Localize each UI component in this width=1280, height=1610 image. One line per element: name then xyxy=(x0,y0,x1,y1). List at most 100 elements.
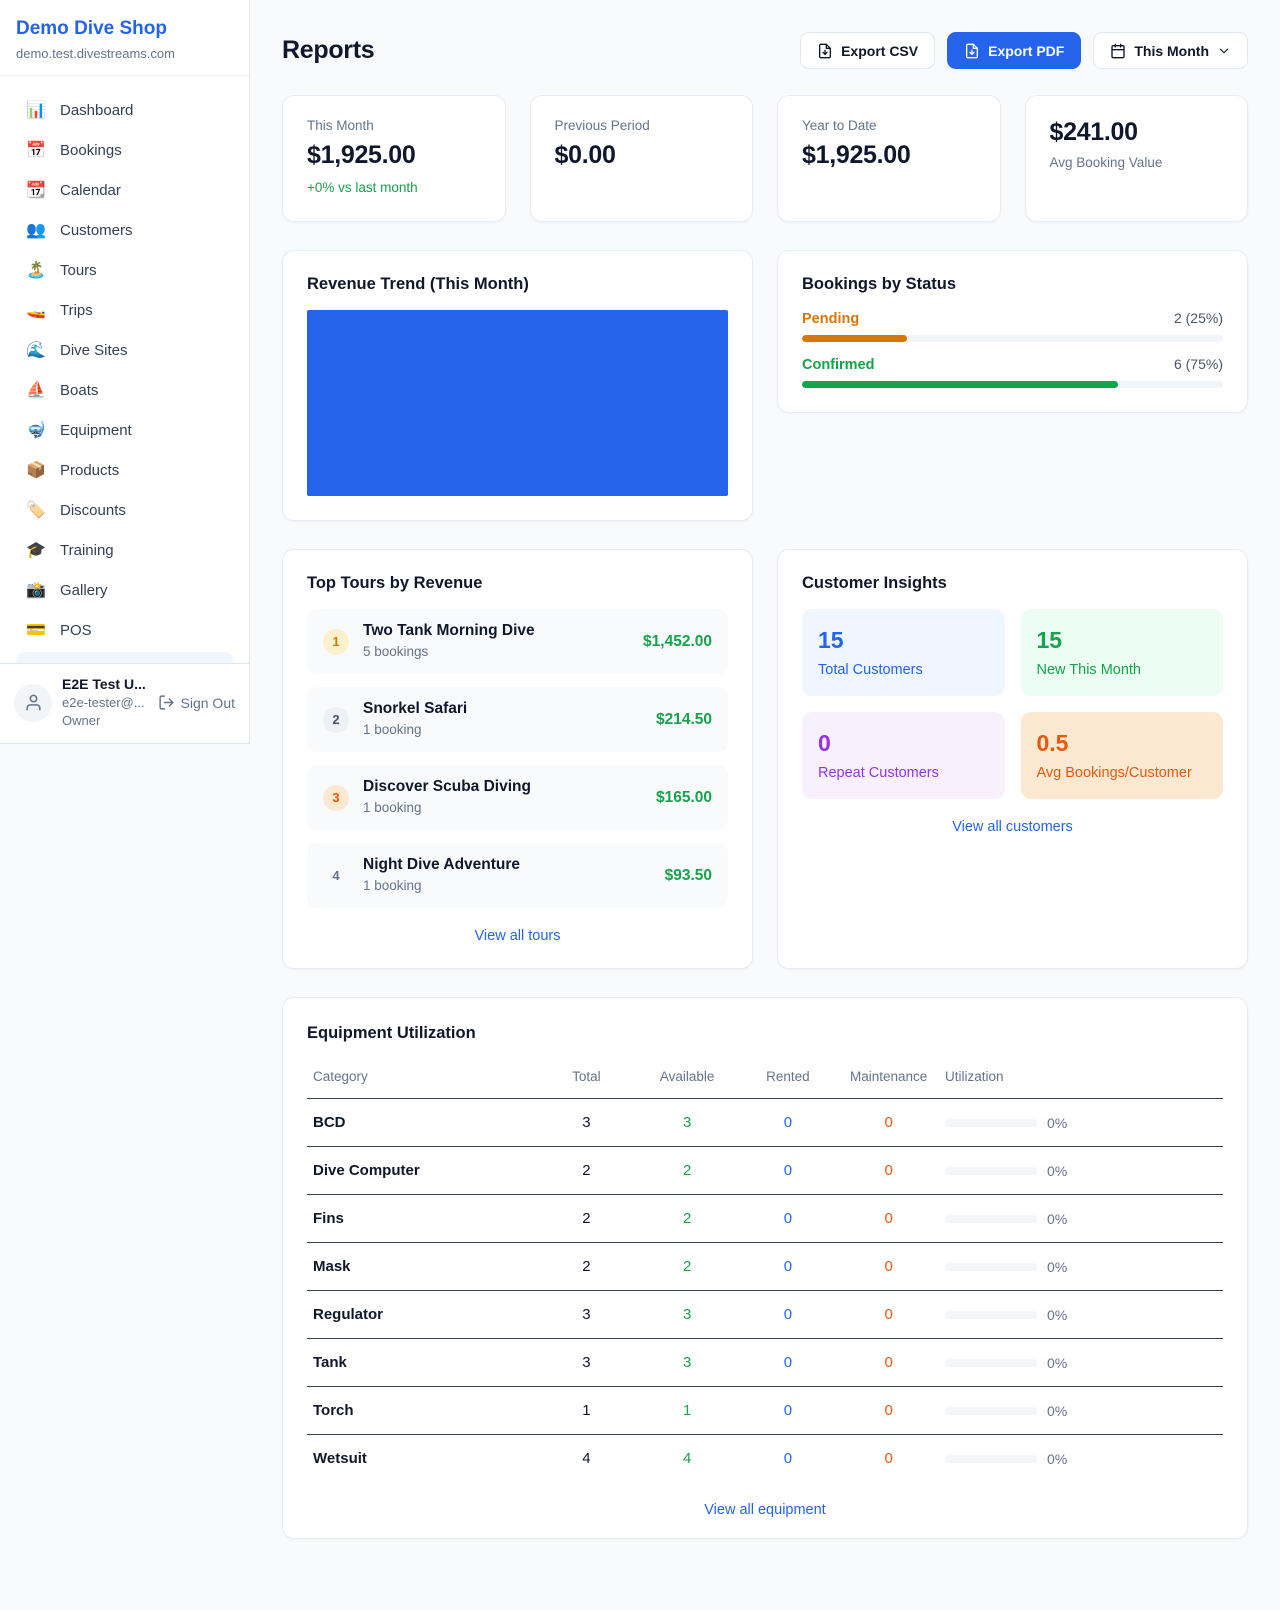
insight-label: Total Customers xyxy=(818,662,923,678)
utilization-pct: 0% xyxy=(1047,1306,1068,1323)
cell-utilization: 0% xyxy=(939,1290,1223,1339)
sidebar-item-trips[interactable]: 🚤 Trips xyxy=(8,290,241,330)
discounts-icon: 🏷️ xyxy=(26,502,46,519)
status-label: Pending xyxy=(802,311,860,327)
stat-label: Avg Booking Value xyxy=(1049,155,1163,170)
cell-utilization: 0% xyxy=(939,1386,1223,1435)
sidebar-item-label: Gallery xyxy=(60,581,108,599)
col-utilization: Utilization xyxy=(939,1059,1223,1099)
col-category: Category xyxy=(307,1059,536,1099)
sidebar-item-pos[interactable]: 💳 POS xyxy=(8,610,241,650)
cell-rented: 0 xyxy=(737,1338,839,1387)
user-icon xyxy=(25,694,41,711)
cell-maintenance: 0 xyxy=(838,1338,939,1387)
cell-total: 3 xyxy=(536,1098,637,1147)
stat-value: $1,925.00 xyxy=(307,141,416,169)
cell-total: 4 xyxy=(582,1450,591,1467)
sidebar-item-label: Products xyxy=(60,461,120,479)
sidebar-item-discounts[interactable]: 🏷️ Discounts xyxy=(8,490,241,530)
cell-utilization: 0% xyxy=(939,1338,1223,1387)
sidebar-item-gallery[interactable]: 📸 Gallery xyxy=(8,570,241,610)
sidebar-item-equipment[interactable]: 🤿 Equipment xyxy=(8,410,241,450)
stat-label: This Month xyxy=(307,118,374,133)
cell-utilization: 0% xyxy=(939,1242,1223,1291)
lists-row: Top Tours by Revenue 1 Two Tank Morning … xyxy=(282,549,1248,969)
cell-rented: 0 xyxy=(737,1194,839,1243)
table-row: Mask 2 2 0 0 0% xyxy=(307,1242,1223,1291)
insight-label: Repeat Customers xyxy=(818,765,939,781)
top-tours-title: Top Tours by Revenue xyxy=(307,574,483,592)
utilization-bar xyxy=(945,1118,1037,1127)
customers-icon: 👥 xyxy=(26,222,46,239)
stat-card-avg-booking-value: $241.00 Avg Booking Value xyxy=(1024,95,1248,222)
cell-category: Regulator xyxy=(307,1290,536,1339)
user-role: Owner xyxy=(62,712,101,728)
period-label: This Month xyxy=(1134,42,1209,59)
sidebar-item-reports-active-partial[interactable] xyxy=(16,652,233,663)
sidebar-item-bookings[interactable]: 📅 Bookings xyxy=(8,130,241,170)
cell-utilization: 0% xyxy=(939,1194,1223,1243)
sidebar-item-dive-sites[interactable]: 🌊 Dive Sites xyxy=(8,330,241,370)
user-email: e2e-tester@... xyxy=(62,695,145,710)
sidebar-item-label: POS xyxy=(60,621,92,639)
sidebar-item-products[interactable]: 📦 Products xyxy=(8,450,241,490)
utilization-pct: 0% xyxy=(1047,1402,1068,1419)
bookings-by-status-card: Bookings by Status Pending 2 (25%) Confi… xyxy=(777,250,1248,413)
dive-sites-icon: 🌊 xyxy=(26,342,46,359)
sidebar-item-label: Training xyxy=(60,541,114,559)
sidebar-item-tours[interactable]: 🏝️ Tours xyxy=(8,250,241,290)
insight-total-customers: 15 Total Customers xyxy=(802,609,1005,696)
col-total: Total xyxy=(536,1059,637,1099)
cell-utilization: 0% xyxy=(939,1435,1223,1483)
cell-utilization: 0% xyxy=(939,1146,1223,1195)
bookings-by-status-title: Bookings by Status xyxy=(802,275,957,293)
customer-insights-card: Customer Insights 15 Total Customers 15 … xyxy=(777,549,1248,969)
cell-total: 2 xyxy=(536,1242,637,1291)
tour-row: 1 Two Tank Morning Dive 5 bookings $1,45… xyxy=(307,609,728,674)
tour-revenue: $1,452.00 xyxy=(643,632,712,650)
calendar-icon: 📆 xyxy=(26,182,46,199)
cell-maintenance: 0 xyxy=(838,1386,939,1435)
equipment-table: Category Total Available Rented Maintena… xyxy=(307,1059,1223,1482)
cell-available: 3 xyxy=(636,1338,738,1387)
export-pdf-label: Export PDF xyxy=(988,42,1065,59)
bookings-icon: 📅 xyxy=(26,142,46,159)
sidebar-item-dashboard[interactable]: 📊 Dashboard xyxy=(8,90,241,130)
stat-value: $1,925.00 xyxy=(802,141,911,169)
cell-category: Mask xyxy=(307,1242,536,1291)
export-csv-button[interactable]: Export CSV xyxy=(800,32,936,69)
sidebar-item-training[interactable]: 🎓 Training xyxy=(8,530,241,570)
cell-rented: 0 xyxy=(737,1146,839,1195)
sidebar-item-customers[interactable]: 👥 Customers xyxy=(8,210,241,250)
products-icon: 📦 xyxy=(26,462,46,479)
sidebar-item-calendar[interactable]: 📆 Calendar xyxy=(8,170,241,210)
table-row: Regulator 3 3 0 0 0% xyxy=(307,1290,1223,1339)
cell-rented: 0 xyxy=(783,1450,793,1467)
sidebar-item-boats[interactable]: ⛵ Boats xyxy=(8,370,241,410)
insight-value: 0 xyxy=(818,730,831,756)
shop-domain: demo.test.divestreams.com xyxy=(16,46,175,61)
sign-out-button[interactable]: Sign Out xyxy=(158,694,235,711)
utilization-bar xyxy=(945,1454,1037,1463)
utilization-bar xyxy=(945,1214,1037,1223)
cell-available: 2 xyxy=(636,1194,738,1243)
period-select[interactable]: This Month xyxy=(1093,32,1248,69)
top-tours-card: Top Tours by Revenue 1 Two Tank Morning … xyxy=(282,549,753,969)
view-all-equipment-link[interactable]: View all equipment xyxy=(704,1502,826,1518)
cell-total: 2 xyxy=(536,1146,637,1195)
boats-icon: ⛵ xyxy=(26,382,46,399)
utilization-pct: 0% xyxy=(1047,1354,1068,1371)
rank-badge: 4 xyxy=(332,868,340,883)
view-all-tours-link[interactable]: View all tours xyxy=(474,928,561,944)
revenue-bar xyxy=(307,310,728,496)
page-header: Reports Export CSV Export PDF This Month xyxy=(282,32,1248,69)
sidebar-item-label: Dive Sites xyxy=(60,341,128,359)
export-pdf-button[interactable]: Export PDF xyxy=(947,32,1082,69)
view-all-customers-link[interactable]: View all customers xyxy=(952,819,1073,835)
cell-total: 3 xyxy=(536,1290,637,1339)
stat-label: Year to Date xyxy=(802,118,877,133)
tour-name: Discover Scuba Diving xyxy=(363,778,531,795)
tours-icon: 🏝️ xyxy=(26,262,46,279)
insight-label: New This Month xyxy=(1036,662,1142,678)
customer-insights-title: Customer Insights xyxy=(802,574,947,592)
